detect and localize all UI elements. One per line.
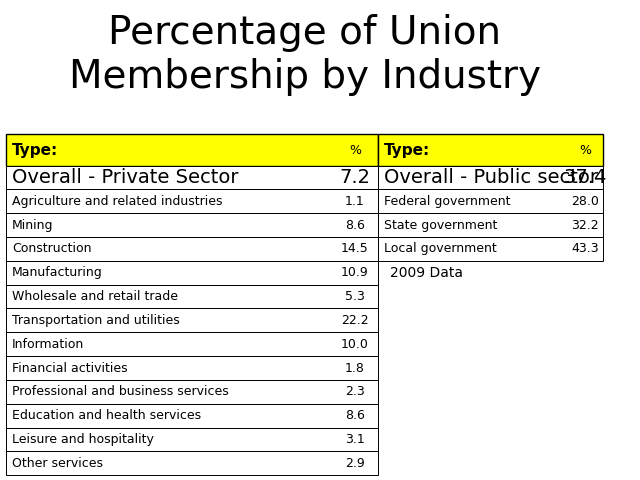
Bar (378, 190, 604, 213)
Text: 2009 Data: 2009 Data (390, 266, 463, 280)
Text: 28.0: 28.0 (572, 195, 599, 208)
Bar (6, 190, 378, 213)
Text: 8.6: 8.6 (345, 218, 365, 232)
Text: Manufacturing: Manufacturing (12, 266, 103, 279)
Bar (378, 166, 604, 190)
Text: Construction: Construction (12, 242, 92, 255)
Text: Agriculture and related industries: Agriculture and related industries (12, 195, 223, 208)
Text: 43.3: 43.3 (572, 242, 599, 255)
Text: Type:: Type: (12, 143, 58, 157)
Text: Mining: Mining (12, 218, 54, 232)
Text: Local government: Local government (384, 242, 497, 255)
Text: Overall - Public sector: Overall - Public sector (384, 168, 598, 187)
Text: 14.5: 14.5 (341, 242, 369, 255)
Bar (6, 134, 378, 166)
Text: 37.4: 37.4 (563, 168, 607, 187)
Text: Leisure and hospitality: Leisure and hospitality (12, 433, 154, 446)
Text: 2.9: 2.9 (345, 457, 365, 470)
Text: 32.2: 32.2 (572, 218, 599, 232)
Bar (6, 356, 378, 380)
Text: Type:: Type: (384, 143, 430, 157)
Text: Federal government: Federal government (384, 195, 511, 208)
Bar (6, 166, 378, 190)
Bar (378, 134, 604, 166)
Text: Percentage of Union
Membership by Industry: Percentage of Union Membership by Indust… (68, 14, 541, 96)
Bar (6, 404, 378, 428)
Text: Wholesale and retail trade: Wholesale and retail trade (12, 290, 178, 303)
Text: 1.8: 1.8 (345, 361, 365, 374)
Bar (6, 428, 378, 451)
Text: 1.1: 1.1 (345, 195, 365, 208)
Text: 7.2: 7.2 (340, 168, 371, 187)
Text: 8.6: 8.6 (345, 409, 365, 422)
Text: %: % (349, 144, 361, 156)
Bar (6, 451, 378, 475)
Text: 2.3: 2.3 (345, 385, 365, 398)
Text: 10.0: 10.0 (341, 338, 369, 351)
Bar (6, 237, 378, 261)
Bar (6, 285, 378, 309)
Bar (6, 332, 378, 356)
Text: Transportation and utilities: Transportation and utilities (12, 314, 180, 327)
Text: 22.2: 22.2 (341, 314, 369, 327)
Bar (378, 213, 604, 237)
Bar (6, 380, 378, 404)
Bar (378, 237, 604, 261)
Text: %: % (579, 144, 591, 156)
Text: Other services: Other services (12, 457, 103, 470)
Text: Overall - Private Sector: Overall - Private Sector (12, 168, 239, 187)
Text: Information: Information (12, 338, 84, 351)
Text: 3.1: 3.1 (345, 433, 365, 446)
Text: 10.9: 10.9 (341, 266, 369, 279)
Bar (6, 213, 378, 237)
Text: 5.3: 5.3 (345, 290, 365, 303)
Text: Financial activities: Financial activities (12, 361, 128, 374)
Bar (6, 309, 378, 332)
Text: State government: State government (384, 218, 497, 232)
Text: Professional and business services: Professional and business services (12, 385, 229, 398)
Text: Education and health services: Education and health services (12, 409, 202, 422)
Bar (6, 261, 378, 285)
